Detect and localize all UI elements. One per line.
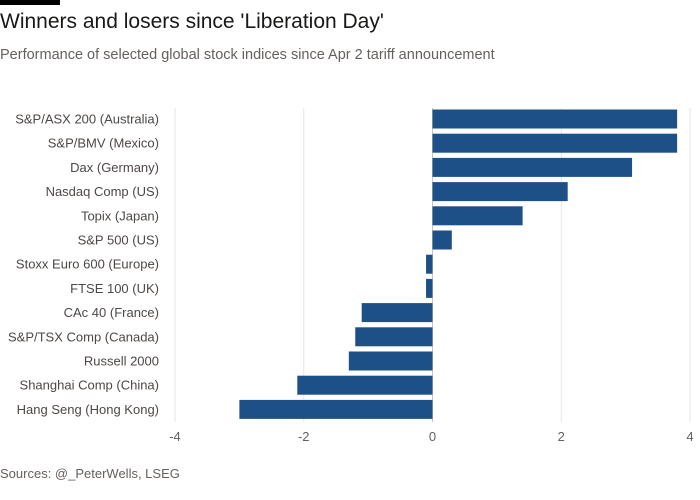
source-note: Sources: @_PeterWells, LSEG: [0, 466, 180, 481]
top-accent-bar: [0, 0, 60, 5]
bar: [432, 109, 678, 129]
x-tick-label: -4: [169, 429, 181, 444]
category-label: Topix (Japan): [81, 208, 159, 223]
x-axis-tick-layer: -4 -2 0 2 4: [169, 429, 693, 444]
bar: [432, 157, 633, 177]
category-label: S&P/ASX 200 (Australia): [15, 112, 159, 127]
bar: [432, 230, 452, 250]
chart-title: Winners and losers since 'Liberation Day…: [0, 10, 384, 33]
category-label: Shanghai Comp (China): [20, 378, 159, 393]
category-label: S&P/BMV (Mexico): [48, 136, 159, 151]
bar-layer: [239, 109, 678, 419]
bar: [432, 182, 568, 202]
category-label: Stoxx Euro 600 (Europe): [16, 257, 159, 272]
x-tick-label: 0: [429, 429, 436, 444]
category-label-layer: S&P/ASX 200 (Australia) S&P/BMV (Mexico) D…: [8, 112, 159, 417]
bar: [432, 133, 678, 153]
bar: [355, 327, 433, 347]
category-label: S&P 500 (US): [78, 233, 159, 248]
bar: [426, 254, 433, 274]
bar: [426, 278, 433, 298]
chart-subtitle: Performance of selected global stock ind…: [0, 47, 495, 63]
category-label: Hang Seng (Hong Kong): [17, 402, 159, 417]
category-label: Russell 2000: [84, 354, 159, 369]
x-tick-label: 2: [558, 429, 565, 444]
x-tick-label: -2: [298, 429, 310, 444]
category-label: Nasdaq Comp (US): [46, 184, 159, 199]
bar: [239, 399, 433, 419]
category-label: FTSE 100 (UK): [70, 281, 159, 296]
bar: [297, 375, 433, 395]
bar: [361, 303, 433, 323]
category-label: Dax (Germany): [70, 160, 159, 175]
bar: [348, 351, 433, 371]
bar: [432, 206, 523, 226]
category-label: S&P/TSX Comp (Canada): [8, 329, 159, 344]
x-tick-label: 4: [686, 429, 693, 444]
category-label: CAc 40 (France): [64, 305, 159, 320]
